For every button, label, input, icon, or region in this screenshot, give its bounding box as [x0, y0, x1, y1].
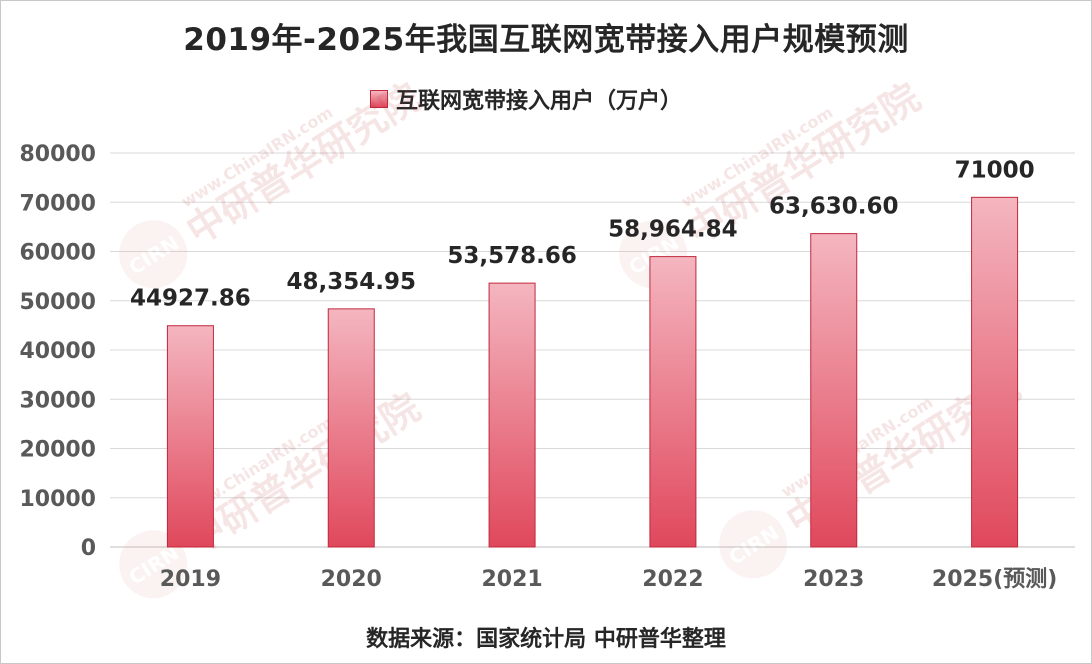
chart-title: 2019年-2025年我国互联网宽带接入用户规模预测	[183, 22, 909, 58]
watermark-logo-icon	[119, 220, 188, 289]
x-tick-label: 2023	[803, 567, 864, 592]
bars	[166, 196, 1019, 548]
y-tick-label: 50000	[19, 290, 96, 315]
data-label: 53,578.66	[447, 243, 577, 269]
x-tick-label: 2020	[321, 567, 382, 592]
y-tick-label: 80000	[19, 142, 96, 167]
y-tick-label: 70000	[19, 191, 96, 216]
watermark-logo-icon	[719, 510, 788, 579]
y-axis-ticks: 0 10000 20000 30000 40000 50000 60000 70000 8000…	[19, 142, 96, 561]
data-labels: 44927.86 48,354.95 53,578.66 58,964.84 63,63…	[130, 157, 1035, 311]
source-note: 数据来源：国家统计局 中研普华整理	[366, 627, 726, 652]
x-tick-label: 2021	[481, 567, 542, 592]
y-tick-label: 30000	[19, 388, 96, 413]
bar	[971, 196, 1019, 548]
data-label: 48,354.95	[287, 269, 417, 295]
x-tick-label: 2025(预测)	[932, 567, 1057, 592]
bar	[327, 308, 375, 548]
bar	[166, 325, 214, 548]
data-label: 71000	[955, 157, 1035, 183]
legend-swatch	[370, 90, 388, 108]
y-tick-label: 10000	[19, 487, 96, 512]
data-label: 44927.86	[130, 286, 251, 312]
x-axis-ticks: 2019 2020 2021 2022 2023 2025(预测)	[160, 567, 1057, 592]
y-tick-label: 60000	[19, 241, 96, 266]
bar	[488, 282, 536, 548]
data-label: 63,630.60	[769, 194, 899, 220]
watermark-brand: 中研普华研究院	[179, 75, 428, 253]
grid-lines	[110, 152, 1075, 548]
bar	[810, 233, 858, 548]
y-tick-label: 0	[81, 536, 96, 561]
x-tick-label: 2022	[642, 567, 703, 592]
bar	[649, 256, 697, 548]
watermark-brand: 中研普华研究院	[179, 385, 428, 563]
data-label: 58,964.84	[608, 217, 738, 243]
legend-label: 互联网宽带接入用户（万户）	[396, 89, 683, 114]
y-tick-label: 20000	[19, 438, 96, 463]
x-tick-label: 2019	[160, 567, 221, 592]
chart-legend: 互联网宽带接入用户（万户）	[370, 84, 682, 114]
y-tick-label: 40000	[19, 339, 96, 364]
